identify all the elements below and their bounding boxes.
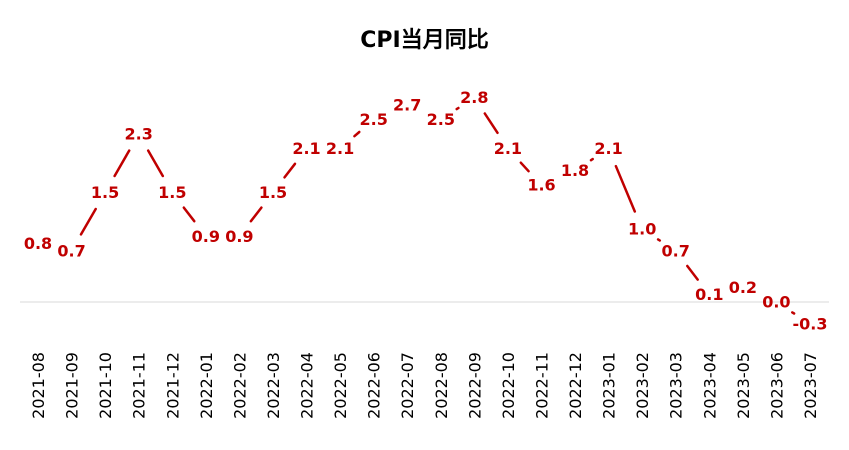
data-label: 2.3 [125,125,153,144]
x-tick-label: 2022-05 [331,352,350,419]
x-tick-label: 2022-12 [566,352,585,419]
data-label: 0.2 [729,278,757,297]
x-tick-label: 2021-11 [130,352,149,419]
data-label: 2.5 [360,110,388,129]
data-label: 0.9 [192,227,220,246]
data-label: 2.8 [460,88,488,107]
data-label: 2.1 [292,139,320,158]
data-label: 1.5 [259,183,287,202]
x-tick-label: 2022-01 [197,352,216,419]
x-tick-label: 2021-10 [96,352,115,419]
data-label: -0.3 [793,314,828,333]
data-label: 0.1 [695,285,723,304]
x-tick-label: 2022-08 [432,352,451,419]
data-label: 0.8 [24,234,52,253]
data-label: 1.6 [527,176,555,195]
data-label: 0.0 [762,293,790,312]
x-tick-label: 2023-03 [667,352,686,419]
data-label: 2.1 [326,139,354,158]
x-tick-label: 2022-03 [264,352,283,419]
series-line-segment [483,112,499,135]
data-label: 2.7 [393,95,421,114]
data-label: 1.0 [628,220,656,239]
data-label: 1.5 [91,183,119,202]
x-tick-label: 2021-08 [29,352,48,419]
series-line-segment [182,206,196,223]
series-line-segment [113,149,131,178]
series-line-segment [455,106,460,111]
x-tick-label: 2023-02 [633,352,652,419]
x-tick-label: 2023-05 [734,352,753,419]
series-line-segment [791,311,796,315]
data-label: 0.9 [225,227,253,246]
data-label: 0.7 [57,241,85,260]
x-tick-label: 2023-01 [600,352,619,419]
data-label: 2.1 [494,139,522,158]
data-label: 0.7 [662,241,690,260]
series-line-segment [589,157,594,162]
x-tick-label: 2023-06 [767,352,786,419]
x-tick-label: 2022-09 [465,352,484,419]
x-tick-label: 2023-04 [700,352,719,419]
series-line-segment [283,162,297,179]
chart-title: CPI当月同比 [360,28,489,53]
series-line-segment [146,149,165,178]
data-label: 1.5 [158,183,186,202]
series-line-segment [249,206,263,223]
data-label: 1.8 [561,161,589,180]
x-tick-label: 2021-09 [63,352,82,419]
series-line-segment [519,161,530,173]
data-label: 2.1 [594,139,622,158]
x-tick-label: 2022-07 [398,352,417,419]
x-tick-label: 2022-10 [499,352,518,419]
x-tick-label: 2021-12 [163,352,182,419]
x-tick-label: 2023-07 [801,352,820,419]
series-line-segment [656,238,662,242]
x-tick-label: 2022-04 [298,352,317,419]
series-line-segment [79,207,97,236]
series-line-segment [353,130,361,138]
x-tick-label: 2022-02 [230,352,249,419]
series-line-segment [686,264,699,281]
x-tick-label: 2022-06 [365,352,384,419]
data-label: 2.5 [427,110,455,129]
x-tick-label: 2022-11 [533,352,552,419]
series-line-segment [614,164,637,213]
